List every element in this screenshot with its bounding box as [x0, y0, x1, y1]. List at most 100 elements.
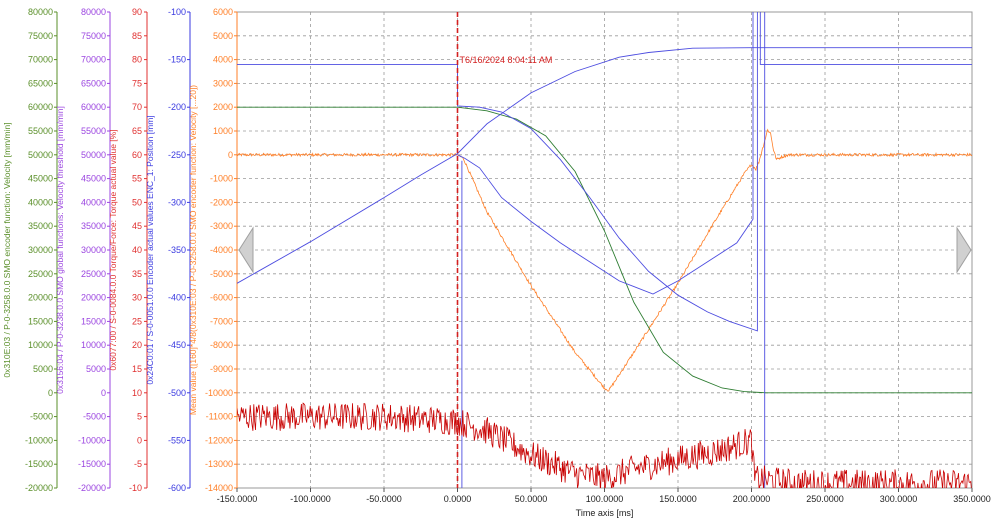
y-tick-label: -100	[168, 7, 186, 17]
y-tick-label: 20000	[28, 293, 53, 303]
y-tick-label: 3000	[213, 78, 233, 88]
series-line-3	[237, 47, 972, 284]
y-tick-label: -200	[168, 102, 186, 112]
y-tick-label: -550	[168, 435, 186, 445]
y-tick-label: 70000	[28, 55, 53, 65]
y-tick-label: 20000	[81, 293, 106, 303]
y-tick-label: 40000	[81, 197, 106, 207]
y-tick-label: 85	[132, 31, 142, 41]
y-tick-label: -10	[129, 483, 142, 493]
y-axis-title: 0x3156:04 / P-0-3238.0.0 SMO global func…	[55, 106, 65, 394]
y-tick-label: 80	[132, 55, 142, 65]
y-tick-label: 5	[137, 412, 142, 422]
grid	[236, 11, 973, 489]
y-tick-label: 0	[228, 150, 233, 160]
y-tick-label: 45000	[28, 174, 53, 184]
x-axis: -150.0000 -100.0000 -50.0000 0.0000 50.0000 1…	[217, 488, 991, 518]
y-tick-label: 50000	[81, 150, 106, 160]
y-tick-label: -10000	[205, 388, 233, 398]
y-tick-label: 30000	[28, 245, 53, 255]
y-tick-label: -450	[168, 340, 186, 350]
y-axis-velocity: 8000075000700006500060000550005000045000…	[2, 7, 58, 493]
y-tick-label: 4000	[213, 55, 233, 65]
y-tick-label: 35000	[28, 221, 53, 231]
y-tick-label: -500	[168, 388, 186, 398]
y-tick-label: 15000	[28, 316, 53, 326]
y-tick-label: -13000	[205, 459, 233, 469]
y-tick-label: -20000	[78, 483, 106, 493]
y-tick-label: -10000	[25, 435, 53, 445]
y-tick-label: -5000	[210, 269, 233, 279]
series-line-1	[237, 106, 972, 394]
y-tick-label: 1000	[213, 126, 233, 136]
y-axes: 80000 75000 70000 65000 60000 55000 50000 45000…	[2, 7, 238, 493]
y-tick-label: -14000	[205, 483, 233, 493]
x-tick-label: -50.0000	[366, 494, 402, 504]
y-tick-label: 35	[132, 269, 142, 279]
y-tick-label: 40	[132, 245, 142, 255]
y-tick-label: 30000	[81, 245, 106, 255]
y-tick-label: 75000	[28, 31, 53, 41]
y-axis-title: Mean value ([160]*4/8(0x310E:03 / P-0-32…	[188, 85, 198, 415]
y-tick-label: -8000	[210, 340, 233, 350]
y-tick-label: 10000	[81, 340, 106, 350]
x-tick-label: 150.0000	[659, 494, 697, 504]
y-tick-label: 10000	[28, 340, 53, 350]
y-tick-label: -3000	[210, 221, 233, 231]
x-tick-label: 350.0000	[953, 494, 991, 504]
y-tick-label: 50000	[28, 150, 53, 160]
y-tick-label: -400	[168, 293, 186, 303]
y-tick-label: 25000	[81, 269, 106, 279]
series-line-8	[237, 402, 972, 488]
y-tick-label: 75000	[81, 31, 106, 41]
scroll-left-arrow[interactable]	[238, 226, 254, 274]
scroll-right-arrow[interactable]	[956, 226, 972, 274]
y-axis-title: 0x6077:00 / S-0-0084.0.0 Torque/Force: T…	[108, 129, 118, 370]
y-tick-label: 75	[132, 78, 142, 88]
x-axis-title: Time axis [ms]	[576, 508, 634, 518]
y-tick-label: 80000	[81, 7, 106, 17]
y-tick-label: 60000	[28, 102, 53, 112]
series-line-0	[237, 128, 972, 392]
x-tick-label: 0.0000	[444, 494, 472, 504]
y-tick-label: 0	[48, 388, 53, 398]
x-tick-label: 250.0000	[806, 494, 844, 504]
y-tick-label: 60000	[81, 102, 106, 112]
y-tick-label: 60	[132, 150, 142, 160]
x-tick-label: 50.0000	[515, 494, 548, 504]
y-tick-label: -6000	[210, 293, 233, 303]
y-tick-label: 15000	[81, 316, 106, 326]
y-tick-label: 65000	[28, 78, 53, 88]
x-tick-label: 200.0000	[733, 494, 771, 504]
y-tick-label: -12000	[205, 435, 233, 445]
y-tick-label: -5000	[30, 412, 53, 422]
y-tick-label: 2000	[213, 102, 233, 112]
y-tick-label: 55000	[81, 126, 106, 136]
time-cursor[interactable]: T6/16/2024 8:04:11 AM	[456, 12, 553, 488]
y-tick-label: -9000	[210, 364, 233, 374]
y-tick-label: -4000	[210, 245, 233, 255]
y-tick-label: 45000	[81, 174, 106, 184]
y-tick-label: -15000	[78, 459, 106, 469]
y-tick-label: 15	[132, 364, 142, 374]
y-tick-label: -5	[134, 459, 142, 469]
y-tick-label: -1000	[210, 174, 233, 184]
series-group	[237, 12, 972, 488]
y-tick-label: 35000	[81, 221, 106, 231]
y-tick-label: 25	[132, 316, 142, 326]
y-tick-label: -5000	[83, 412, 106, 422]
y-tick-label: -11000	[206, 412, 233, 422]
x-tick-label: 100.0000	[586, 494, 624, 504]
x-tick-label: 300.0000	[880, 494, 918, 504]
y-tick-label: -15000	[25, 459, 53, 469]
y-tick-label: 70000	[81, 55, 106, 65]
y-axis-title: 0x24C0:01 / S-0-0051.0.0 Encoder actual …	[145, 115, 155, 384]
y-tick-label: 40000	[28, 197, 53, 207]
y-tick-label: 90	[132, 7, 142, 17]
y-tick-label: 55	[132, 174, 142, 184]
y-tick-label: 20	[132, 340, 142, 350]
series-line-5	[759, 12, 972, 65]
y-tick-label: 55000	[28, 126, 53, 136]
y-axis-title: 0x310E:03 / P-0-3258.0.0 SMO encoder fun…	[2, 122, 12, 377]
